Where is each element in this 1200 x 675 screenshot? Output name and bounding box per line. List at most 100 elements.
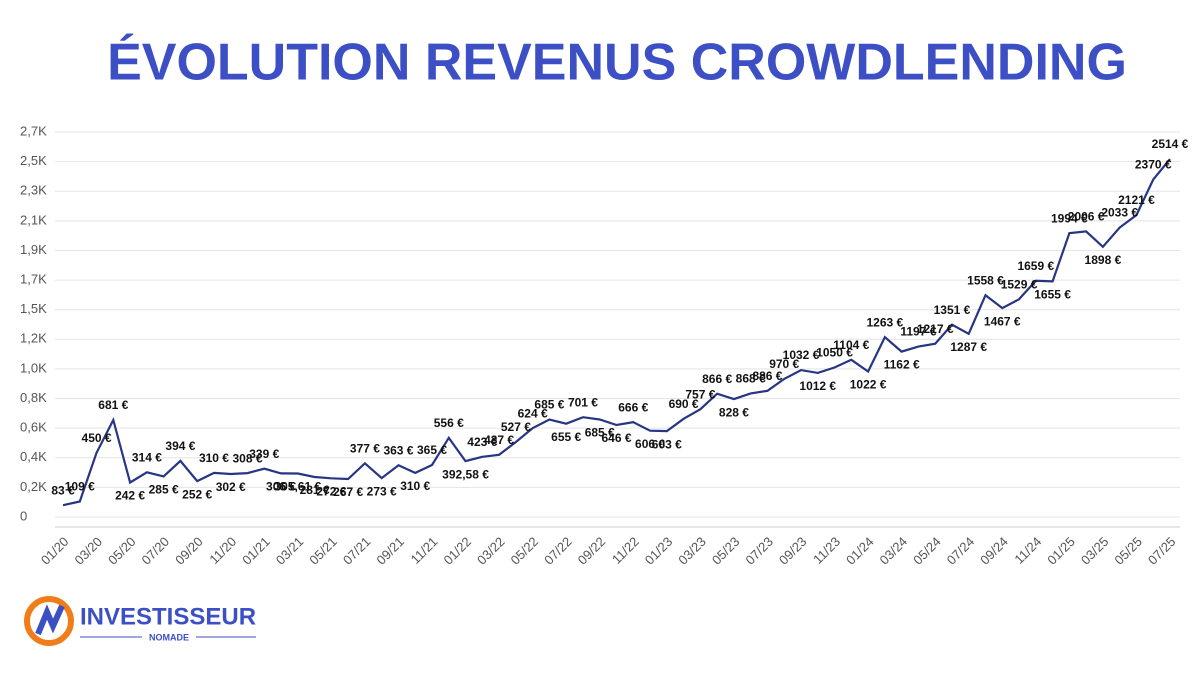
data-label: 1558 € <box>967 273 1004 287</box>
data-label: 1162 € <box>884 358 920 372</box>
data-label: 363 € <box>383 443 413 457</box>
y-tick-label: 2,3K <box>20 183 47 198</box>
data-label: 655 € <box>551 430 581 444</box>
data-label: 1032 € <box>783 348 820 362</box>
data-label: 242 € <box>115 489 145 503</box>
data-label: 527 € <box>501 420 531 434</box>
data-label: 886 € <box>752 369 782 383</box>
x-tick-label: 07/22 <box>541 534 575 568</box>
x-tick-label: 09/21 <box>373 534 407 568</box>
x-tick-label: 01/20 <box>38 534 72 568</box>
data-label: 646 € <box>601 431 631 445</box>
data-label: 285 € <box>149 483 179 497</box>
x-tick-label: 05/20 <box>105 534 139 568</box>
x-tick-label: 01/23 <box>642 534 676 568</box>
data-label: 603 € <box>652 437 682 451</box>
data-label: 306 € <box>266 480 296 494</box>
data-label: 1994 € <box>1051 211 1088 225</box>
data-label: 377 € <box>350 441 380 455</box>
data-label: 1022 € <box>850 378 887 392</box>
x-tick-label: 07/24 <box>944 534 978 568</box>
y-tick-label: 1,5K <box>20 301 47 316</box>
logo-ring <box>24 596 74 646</box>
data-label: 437 € <box>484 433 514 447</box>
data-label: 1659 € <box>1017 259 1054 273</box>
data-label: 685 € <box>585 426 615 440</box>
data-label: 1104 € <box>833 338 869 352</box>
x-tick-label: 09/23 <box>776 534 810 568</box>
data-label: 666 € <box>618 400 648 414</box>
data-label: 302 € <box>216 480 246 494</box>
y-tick-label: 1,9K <box>20 242 47 257</box>
data-label: 2121 € <box>1118 193 1155 207</box>
data-label: 272 € <box>316 484 346 498</box>
data-label: 624 € <box>518 406 548 420</box>
data-label: 1050 € <box>816 346 853 360</box>
x-tick-label: 03/25 <box>1078 534 1112 568</box>
x-tick-label: 11/22 <box>609 534 642 567</box>
data-label: 273 € <box>367 484 397 498</box>
data-label: 310 € <box>199 451 229 465</box>
data-label: 2514 € <box>1152 137 1189 151</box>
data-label: 868 € <box>736 372 766 386</box>
x-tick-label: 03/24 <box>877 534 911 568</box>
line <box>62 158 1171 507</box>
data-label: 281 € <box>300 483 330 497</box>
data-label: 681 € <box>98 398 128 412</box>
data-label: 690 € <box>669 397 699 411</box>
x-tick-label: 05/24 <box>910 534 944 568</box>
data-label: 1467 € <box>984 314 1021 328</box>
data-label: 757 € <box>685 387 715 401</box>
data-label: 267 € <box>333 485 363 499</box>
y-tick-label: 0,4K <box>20 449 47 464</box>
y-tick-label: 1,7K <box>20 272 47 287</box>
data-label: 83 € <box>51 483 75 497</box>
y-tick-label: 0,8K <box>20 390 47 405</box>
data-label: 314 € <box>132 450 162 464</box>
x-tick-label: 11/24 <box>1011 534 1044 567</box>
y-tick-label: 0,2K <box>20 479 47 494</box>
x-tick-label: 01/24 <box>843 534 877 568</box>
data-label: 450 € <box>82 431 112 445</box>
y-tick-label: 0 <box>20 508 27 523</box>
logo-name: INVESTISSEUR <box>80 603 256 630</box>
x-tick-label: 09/20 <box>172 534 206 568</box>
x-tick-label: 03/20 <box>71 534 105 568</box>
data-label: 556 € <box>434 416 464 430</box>
data-label: 1012 € <box>799 379 836 393</box>
x-tick-label: 07/25 <box>1145 534 1179 568</box>
data-label: 1351 € <box>934 303 971 317</box>
data-label: 970 € <box>769 357 799 371</box>
x-tick-label: 05/23 <box>709 534 743 568</box>
data-label: 1263 € <box>867 315 904 329</box>
data-label: 1529 € <box>1001 277 1038 291</box>
data-label: 685 € <box>534 398 564 412</box>
data-label: 305,61 € <box>274 480 321 494</box>
x-tick-label: 09/22 <box>575 534 609 568</box>
data-label: 1655 € <box>1034 288 1071 302</box>
data-label: 2033 € <box>1101 206 1138 220</box>
x-tick-label: 01/21 <box>239 534 273 568</box>
x-tick-label: 03/23 <box>675 534 709 568</box>
y-tick-label: 1,0K <box>20 360 47 375</box>
data-label: 606 € <box>635 437 665 451</box>
data-label: 339 € <box>249 447 279 461</box>
x-tick-label: 03/22 <box>474 534 508 568</box>
x-tick-label: 09/24 <box>977 534 1011 568</box>
x-tick-label: 03/21 <box>273 534 307 568</box>
x-tick-label: 11/23 <box>810 534 843 567</box>
x-tick-label: 05/25 <box>1111 534 1145 568</box>
logo-tagline: NOMADE <box>149 632 189 642</box>
chart-title: ÉVOLUTION REVENUS CROWDLENDING <box>107 34 1127 92</box>
logo: INVESTISSEUR NOMADE <box>24 596 256 646</box>
data-label: 2006 € <box>1068 210 1105 224</box>
y-tick-label: 1,2K <box>20 331 47 346</box>
y-tick-label: 2,7K <box>20 123 47 138</box>
data-label: 308 € <box>232 451 262 465</box>
data-label: 109 € <box>65 480 95 494</box>
y-tick-label: 2,5K <box>20 153 47 168</box>
x-tick-label: 07/23 <box>742 534 776 568</box>
data-label: 310 € <box>400 479 430 493</box>
x-tick-label: 07/21 <box>340 534 374 568</box>
data-label: 392,58 € <box>442 467 489 481</box>
